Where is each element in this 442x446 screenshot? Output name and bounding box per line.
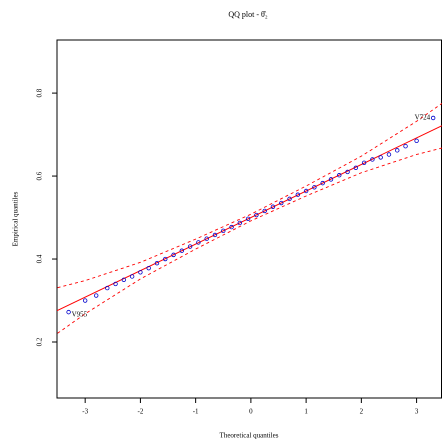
data-point	[295, 192, 301, 197]
x-tick-label: -2	[137, 408, 143, 416]
data-point	[279, 200, 284, 206]
x-tick-label: -3	[82, 408, 88, 416]
data-point	[262, 208, 267, 214]
x-tick-label: 0	[249, 408, 253, 416]
data-point	[229, 224, 234, 230]
data-point	[245, 216, 251, 221]
x-tick-label: 1	[304, 408, 308, 416]
y-tick-label: 0.4	[36, 254, 44, 263]
chart-title: QQ plot - θ̂₂	[228, 10, 267, 19]
data-point	[386, 152, 392, 157]
y-tick-label: 0.8	[36, 88, 44, 97]
data-point	[430, 115, 436, 121]
data-point	[237, 220, 243, 226]
data-point	[270, 204, 276, 209]
data-point	[395, 148, 400, 153]
data-point	[403, 143, 408, 149]
data-point	[212, 232, 218, 238]
x-tick-label: 3	[415, 408, 419, 416]
data-point	[353, 165, 359, 170]
plot-area	[57, 102, 442, 334]
data-point	[370, 157, 375, 162]
x-axis-label: Theoretical quantiles	[220, 432, 279, 440]
data-point	[154, 260, 160, 266]
point-label: V955	[72, 311, 88, 319]
data-point	[328, 177, 334, 182]
data-point	[171, 252, 176, 258]
data-point	[303, 188, 309, 194]
plot-frame	[56, 39, 442, 399]
data-point	[187, 244, 193, 249]
x-tick-label: -1	[193, 408, 199, 416]
data-point	[196, 240, 201, 245]
data-point	[179, 248, 185, 253]
data-point	[287, 196, 292, 202]
data-point	[345, 169, 350, 175]
data-point	[138, 270, 143, 275]
data-point	[204, 236, 209, 241]
data-point	[414, 138, 419, 144]
data-point	[163, 256, 168, 262]
data-point	[129, 274, 135, 279]
x-tick-label: 2	[360, 408, 364, 416]
y-axis-label: Empirical quantiles	[12, 191, 20, 246]
data-point	[361, 160, 367, 165]
y-tick-label: 0.6	[36, 171, 44, 180]
data-point	[66, 309, 71, 315]
data-point	[320, 180, 325, 186]
confidence-band	[57, 102, 442, 289]
point-label: V724	[415, 114, 431, 122]
data-point	[82, 298, 88, 303]
data-point	[121, 277, 127, 282]
data-point	[94, 293, 99, 298]
data-point	[337, 173, 342, 178]
data-point	[146, 265, 151, 271]
data-point	[221, 228, 226, 234]
data-point	[378, 155, 383, 160]
data-point	[254, 212, 259, 218]
y-tick-label: 0.2	[36, 337, 44, 346]
data-point	[312, 185, 317, 190]
data-point	[113, 281, 118, 287]
data-point	[105, 285, 110, 291]
confidence-band	[57, 147, 442, 334]
